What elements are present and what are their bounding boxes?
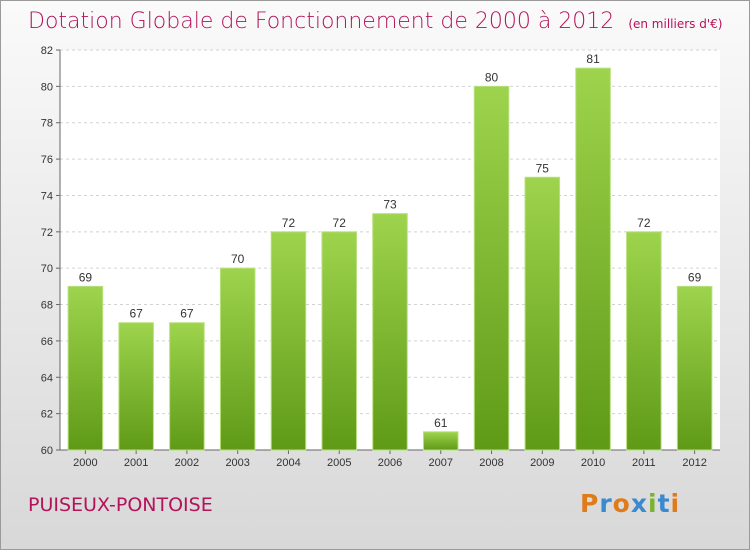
logo-letter: i: [670, 489, 681, 518]
x-tick-label: 2009: [530, 457, 554, 469]
logo-letter: x: [630, 489, 648, 518]
y-tick-label: 66: [41, 336, 53, 348]
x-tick-label: 2010: [581, 457, 605, 469]
x-tick-label: 2001: [124, 457, 148, 469]
x-tick-label: 2011: [632, 457, 656, 469]
bar: [626, 231, 662, 451]
chart-title-text: Dotation Globale de Fonctionnement de 20…: [28, 9, 615, 34]
x-tick-label: 2003: [225, 457, 249, 469]
y-tick-label: 70: [41, 263, 53, 275]
logo-letter: r: [599, 489, 613, 518]
data-label: 70: [231, 252, 245, 266]
y-tick-label: 64: [41, 372, 53, 384]
y-tick-label: 80: [41, 81, 53, 93]
data-label: 80: [485, 70, 499, 84]
data-label: 61: [434, 416, 448, 430]
x-tick-label: 2002: [175, 457, 199, 469]
bars: [67, 67, 713, 451]
proxiti-logo[interactable]: Proxiti: [580, 489, 680, 518]
logo-letter: t: [657, 489, 671, 518]
data-label: 81: [586, 52, 600, 66]
x-tick-label: 2007: [429, 457, 453, 469]
data-label: 75: [536, 161, 550, 175]
y-tick-label: 82: [41, 45, 53, 57]
bar: [270, 231, 307, 451]
bar: [118, 322, 154, 451]
bar: [321, 231, 357, 451]
bar: [423, 431, 459, 451]
bar: [676, 285, 713, 451]
data-label: 69: [79, 270, 93, 284]
bar: [169, 322, 205, 451]
y-tick-label: 68: [41, 300, 53, 312]
bar: [524, 176, 561, 451]
bar: [473, 85, 510, 451]
data-label: 72: [282, 216, 296, 230]
data-label: 72: [637, 216, 651, 230]
city-name: PUISEUX-PONTOISE: [28, 494, 213, 516]
bar: [372, 213, 408, 451]
x-tick-label: 2000: [73, 457, 97, 469]
data-label: 72: [333, 216, 347, 230]
labels: 60 62 64 66 68 70 72 74 76 78 80 82 69 2000 67 2001 67 20…: [41, 45, 707, 469]
data-label: 69: [688, 270, 702, 284]
data-label: 67: [129, 307, 143, 321]
bar: [67, 285, 104, 451]
data-label: 73: [383, 198, 397, 212]
y-tick-label: 78: [41, 118, 53, 130]
x-tick-label: 2006: [378, 457, 402, 469]
data-label: 67: [180, 307, 194, 321]
x-tick-label: 2008: [479, 457, 503, 469]
y-tick-label: 76: [41, 154, 53, 166]
logo-letter: o: [612, 489, 631, 518]
x-tick-label: 2004: [276, 457, 300, 469]
x-tick-label: 2005: [327, 457, 351, 469]
x-tick-label: 2012: [682, 457, 706, 469]
y-tick-label: 72: [41, 227, 53, 239]
y-tick-label: 60: [41, 445, 53, 457]
logo-letter: i: [648, 489, 658, 518]
y-tick-label: 74: [41, 190, 53, 202]
y-tick-label: 62: [41, 409, 53, 421]
logo-letter: P: [580, 489, 600, 518]
bar: [219, 267, 256, 451]
chart-subtitle: (en milliers d'€): [628, 17, 723, 31]
chart-title: Dotation Globale de Fonctionnement de 20…: [28, 9, 722, 34]
bar: [575, 67, 611, 451]
